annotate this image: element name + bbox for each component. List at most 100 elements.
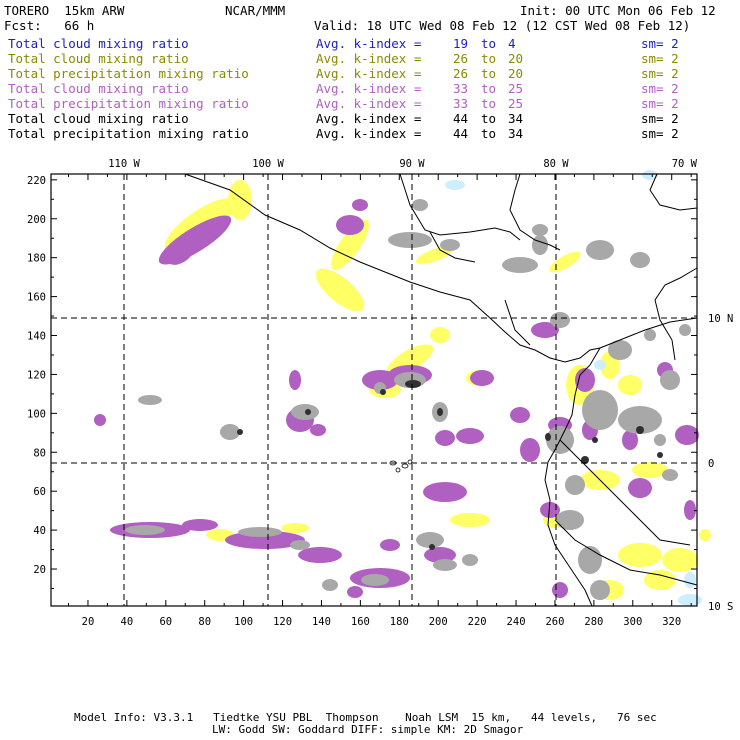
dark-shading: [380, 389, 386, 395]
legend-smoothing: sm= 2: [641, 36, 679, 51]
cyan-shading: [445, 180, 465, 190]
x-tick-label: 100: [234, 616, 253, 628]
coastline: [559, 439, 691, 546]
x-tick-label: 200: [429, 616, 448, 628]
yellow-shading: [644, 570, 676, 590]
gray-shading: [630, 252, 650, 268]
valid-time: Valid: 18 UTC Wed 08 Feb 12 (12 CST Wed …: [314, 18, 691, 33]
coastline: [429, 231, 476, 263]
x-tick-label: 320: [662, 616, 681, 628]
x-tick-label: 160: [351, 616, 370, 628]
purple-shading: [456, 428, 484, 444]
galapagos-island: [395, 467, 401, 473]
purple-shading: [423, 482, 467, 502]
purple-shading: [347, 586, 363, 598]
purple-shading: [552, 582, 568, 598]
yellow-shading: [450, 513, 490, 527]
gray-shading: [388, 232, 432, 248]
purple-shading: [622, 430, 638, 450]
legend-smoothing: sm= 2: [641, 81, 679, 96]
purple-shading: [435, 430, 455, 446]
purple-shading: [94, 414, 106, 426]
longitude-label: 100 W: [252, 158, 284, 170]
legend-min: 33: [453, 96, 469, 111]
legend-row: Total precipitation mixing ratio Avg. k-i…: [8, 96, 738, 111]
legend-smoothing: sm= 2: [641, 111, 679, 126]
longitude-label: 90 W: [399, 158, 425, 170]
legend-min: 44: [453, 126, 469, 141]
purple-shading: [289, 370, 301, 390]
yellow-shading: [549, 251, 581, 273]
dark-shading: [657, 452, 663, 458]
gray-shading: [578, 546, 602, 574]
legend-field: Total cloud mixing ratio: [8, 81, 189, 96]
legend-row: Total precipitation mixing ratio Avg. k-i…: [8, 66, 738, 81]
legend-smoothing: sm= 2: [641, 51, 679, 66]
legend-max: 20: [508, 66, 524, 81]
dark-shading: [592, 437, 598, 443]
legend-max: 20: [508, 51, 524, 66]
legend-min: 19: [453, 36, 469, 51]
x-tick-label: 260: [545, 616, 564, 628]
gray-shading: [290, 540, 310, 550]
legend-min: 33: [453, 81, 469, 96]
y-tick-label: 60: [33, 486, 46, 498]
legend-max: 25: [508, 81, 524, 96]
yellow-shading: [618, 543, 662, 567]
purple-shading: [310, 424, 326, 436]
gray-shading: [502, 257, 538, 273]
yellow-shading: [699, 529, 711, 541]
purple-shading: [167, 245, 193, 265]
y-tick-label: 120: [27, 369, 46, 381]
x-tick-label: 140: [312, 616, 331, 628]
x-tick-label: 240: [507, 616, 526, 628]
gray-shading: [679, 324, 691, 336]
purple-shading: [628, 478, 652, 498]
axis-labels: 20 40 60 80 100 120 140 160 180 200 220 240 260 280 30…: [27, 158, 733, 628]
legend-max: 34: [508, 126, 524, 141]
legend-min: 26: [453, 66, 469, 81]
x-tick-label: 300: [623, 616, 642, 628]
legend-smoothing: sm= 2: [641, 96, 679, 111]
legend-field: Total precipitation mixing ratio: [8, 126, 249, 141]
dark-shading: [237, 429, 243, 435]
purple-shading: [675, 425, 699, 445]
cyan-shading: [678, 594, 702, 606]
axis-ticks: [51, 174, 697, 606]
y-tick-label: 140: [27, 331, 46, 343]
coastline: [509, 173, 561, 251]
gray-shading: [361, 574, 389, 586]
legend-to: to: [481, 96, 497, 111]
yellow-shading: [330, 219, 370, 271]
gray-shading: [586, 240, 614, 260]
gray-shading: [550, 312, 570, 328]
coastline: [184, 173, 601, 363]
legend-stat: Avg. k-index =: [316, 111, 422, 126]
purple-shading: [424, 547, 456, 563]
y-tick-label: 100: [27, 408, 46, 420]
gray-shading: [660, 370, 680, 390]
legend-field: Total cloud mixing ratio: [8, 51, 189, 66]
yellow-shading: [281, 523, 309, 533]
dark-shading: [429, 544, 435, 550]
legend-stat: Avg. k-index =: [316, 126, 422, 141]
longitude-label: 80 W: [543, 158, 569, 170]
yellow-shading: [662, 548, 698, 572]
model-info-line2: LW: Godd SW: Goddard DIFF: simple KM: 2D…: [212, 723, 524, 736]
x-tick-label: 180: [390, 616, 409, 628]
legend-field: Total precipitation mixing ratio: [8, 96, 249, 111]
purple-shading: [380, 539, 400, 551]
coastline: [544, 347, 601, 607]
lat-lon-grid: [51, 174, 697, 606]
map-frame: [50, 173, 698, 607]
purple-shading: [336, 215, 364, 235]
dark-shading: [636, 426, 644, 434]
y-tick-label: 40: [33, 525, 46, 537]
coastlines: [184, 173, 698, 607]
y-tick-label: 160: [27, 292, 46, 304]
coastline: [554, 519, 698, 586]
gray-shading: [322, 579, 338, 591]
gray-shading: [433, 559, 457, 571]
coastline: [504, 299, 531, 346]
dark-shading: [545, 433, 551, 441]
